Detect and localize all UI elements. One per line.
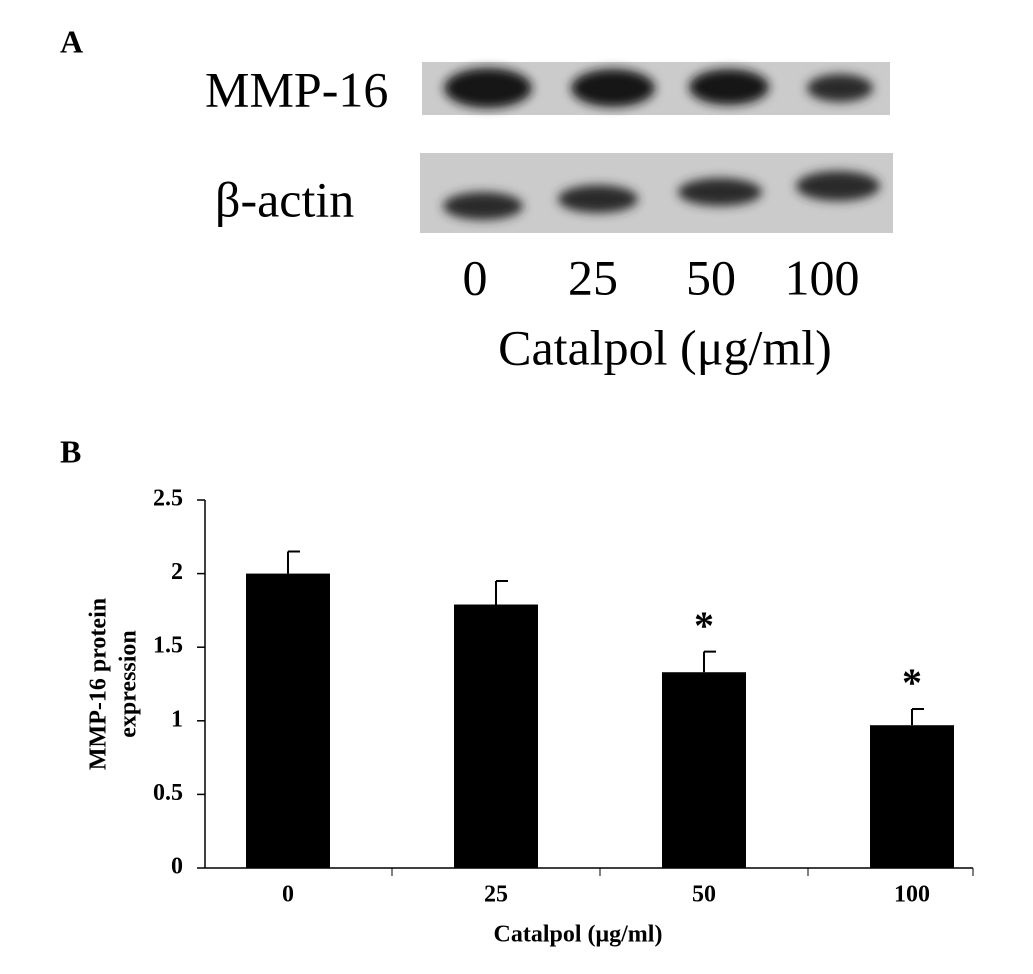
lane-label: 50: [686, 249, 736, 305]
bar: [870, 725, 954, 868]
y-tick-label: 2.5: [153, 486, 183, 512]
x-tick-label: 100: [894, 882, 930, 908]
bar: [246, 573, 330, 868]
y-tick-label: 2: [171, 559, 183, 585]
lane-label: 0: [463, 249, 488, 305]
x-axis-label: Catalpol (μg/ml): [494, 922, 663, 948]
lane-label: 25: [568, 249, 618, 305]
error-bar: [703, 650, 716, 673]
panel-label: A: [60, 23, 83, 59]
bar: [662, 672, 746, 868]
bar: [454, 604, 538, 868]
significance-mark: *: [694, 603, 714, 648]
blot-actin: [420, 153, 893, 233]
error-bar: [287, 550, 300, 574]
y-tick-label: 1.5: [153, 633, 183, 659]
y-axis-label: MMP-16 protein: [86, 598, 112, 770]
blot-row-label: MMP-16: [205, 61, 388, 117]
y-tick-label: 0.5: [153, 780, 183, 806]
x-tick-label: 25: [484, 882, 508, 908]
y-tick-label: 1: [171, 706, 183, 732]
significance-mark: *: [902, 660, 922, 705]
blot-row-label: β-actin: [215, 171, 354, 227]
x-tick-label: 50: [692, 882, 716, 908]
blot-mmp16: [422, 62, 890, 115]
y-tick-label: 0: [171, 854, 183, 880]
blot-x-label: Catalpol (μg/ml): [498, 319, 832, 375]
error-bar: [495, 579, 508, 605]
x-tick-label: 0: [282, 882, 294, 908]
y-axis-label: expression: [116, 630, 142, 738]
panel-label: B: [60, 433, 81, 469]
lane-label: 100: [785, 249, 860, 305]
error-bar: [911, 708, 924, 726]
